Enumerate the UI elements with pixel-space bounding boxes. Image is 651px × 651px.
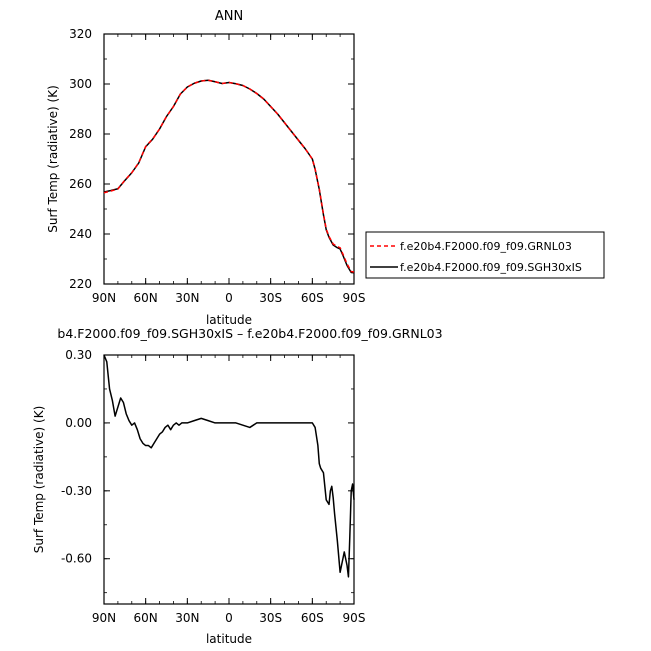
panel2-xtick-label: 60S	[301, 611, 324, 625]
panel1-series-line-1	[103, 79, 355, 273]
panel2-ytick-label: 0.00	[65, 416, 92, 430]
panel1-xtick-label: 60N	[134, 291, 158, 305]
panel1-ytick-label: 240	[69, 227, 92, 241]
panel2-xtick-label: 0	[225, 611, 233, 625]
panel1-ytick-label: 260	[69, 177, 92, 191]
panel1-ylabel: Surf Temp (radiative) (K)	[46, 85, 60, 233]
panel2-xtick-label: 90S	[343, 611, 366, 625]
panel1-title: ANN	[215, 9, 243, 24]
panel2-series-line-1	[103, 354, 355, 578]
panel1-xtick-label: 30N	[175, 291, 199, 305]
panel2-title: b4.F2000.f09_f09.SGH30xIS – f.e20b4.F200…	[57, 326, 442, 341]
panel1-ytick-label: 280	[69, 127, 92, 141]
panel2-xtick-label: 30S	[259, 611, 282, 625]
panel2-plot-frame	[103, 354, 355, 605]
panel1-ytick-label: 220	[69, 277, 92, 291]
panel2-ytick-label: 0.30	[65, 348, 92, 362]
panel1-ytick-label: 300	[69, 77, 92, 91]
panel1-xtick-label: 90N	[92, 291, 116, 305]
panel1-legend-box	[365, 231, 605, 279]
panel1-xtick-label: 30S	[259, 291, 282, 305]
panel1-legend-label: f.e20b4.F2000.f09_f09.SGH30xIS	[400, 261, 582, 274]
panel1-xtick-label: 90S	[343, 291, 366, 305]
panel2-xlabel: latitude	[206, 632, 252, 646]
panel2-xtick-label: 60N	[134, 611, 158, 625]
panel1-plot-frame	[103, 33, 355, 285]
panel2-xtick-label: 90N	[92, 611, 116, 625]
panel2-ylabel: Surf Temp (radiative) (K)	[32, 406, 46, 554]
panel1-xtick-label: 0	[225, 291, 233, 305]
panel2-ytick-label: -0.60	[61, 552, 92, 566]
panel1-legend-label: f.e20b4.F2000.f09_f09.GRNL03	[400, 240, 572, 253]
panel1-xtick-label: 60S	[301, 291, 324, 305]
panel2-xtick-label: 30N	[175, 611, 199, 625]
panel1-ytick-label: 320	[69, 27, 92, 41]
panel2-ytick-label: -0.30	[61, 484, 92, 498]
panel1-xlabel: latitude	[206, 313, 252, 327]
